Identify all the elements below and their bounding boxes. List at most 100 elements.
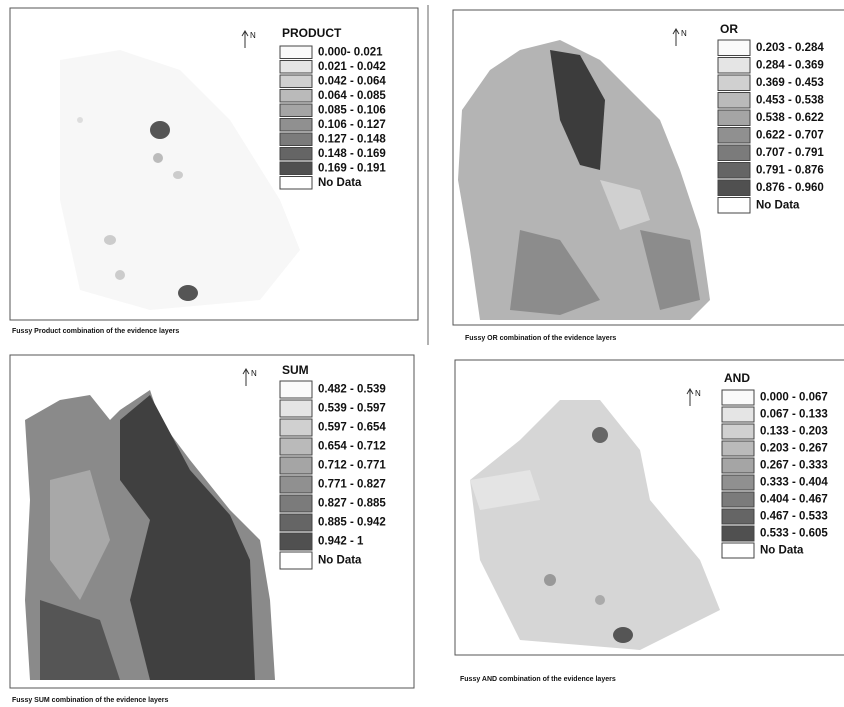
legend-label: 0.482 - 0.539 [318,384,386,396]
legend-label: 0.127 - 0.148 [318,133,386,145]
legend-swatch [279,74,313,88]
legend-swatch [721,440,755,457]
legend-label: 0.712 - 0.771 [318,460,386,472]
legend-label: 0.942 - 1 [318,536,364,548]
map-or [458,40,710,320]
legend-label: 0.467 - 0.533 [760,511,828,523]
legend-label: 0.169 - 0.191 [318,162,386,174]
legend-swatch [721,457,755,474]
legend-label: 0.771 - 0.827 [318,479,386,491]
legend-label: 0.067 - 0.133 [760,409,828,421]
legend-label: 0.876 - 0.960 [756,182,824,194]
north-arrow-head [242,368,250,375]
legend-label: No Data [318,177,362,189]
legend-swatch [717,74,751,91]
legend-swatch [279,494,313,513]
legend-label: 0.064 - 0.085 [318,90,386,102]
legend-swatch [279,456,313,475]
legend-swatch [279,551,313,570]
legend-label: 0.791 - 0.876 [756,164,824,176]
legend-swatch [717,39,751,56]
legend-label: 0.622 - 0.707 [756,129,824,141]
legend-swatch [279,437,313,456]
legend-label: 0.000 - 0.067 [760,392,828,404]
legend-swatch [279,60,313,74]
north-arrow-head [672,28,680,35]
legend-swatch [279,475,313,494]
legend-label: 0.148 - 0.169 [318,148,386,160]
legend-swatch [721,491,755,508]
north-label: N [250,31,256,40]
legend-swatch [717,144,751,161]
legend-label: 0.284 - 0.369 [756,59,824,71]
legend-swatch [279,132,313,146]
legend-swatch [717,92,751,109]
legend-swatch [279,103,313,117]
legend-label: 0.453 - 0.538 [756,94,824,106]
legend-swatch [721,389,755,406]
legend-label: 0.267 - 0.333 [760,460,828,472]
legend-swatch [279,513,313,532]
legend-swatch [279,176,313,190]
legend-swatch [279,118,313,132]
legend-swatch [721,525,755,542]
legend-label: 0.885 - 0.942 [318,517,386,529]
legend-label: 0.333 - 0.404 [760,477,828,489]
panel-frame [9,7,419,321]
panel-frame [454,359,844,656]
north-arrow-head [241,30,249,37]
legend-label: 0.538 - 0.622 [756,112,824,124]
legend-label: 0.133 - 0.203 [760,426,828,438]
north-arrow-head [686,388,694,395]
legend-swatch [721,406,755,423]
legend-swatch [279,147,313,161]
caption: Fussy OR combination of the evidence lay… [465,335,616,342]
legend-swatch [721,423,755,440]
legend-label: 0.707 - 0.791 [756,147,824,159]
legend-label: 0.539 - 0.597 [318,403,386,415]
legend-label: 0.203 - 0.284 [756,42,824,54]
map-product [60,50,300,310]
panel-frame [9,354,415,689]
legend-swatch [721,542,755,559]
legend-label: 0.654 - 0.712 [318,441,386,453]
legend-label: 0.369 - 0.453 [756,77,824,89]
legend-label: 0.203 - 0.267 [760,443,828,455]
legend-label: 0.106 - 0.127 [318,119,386,131]
legend-label: No Data [760,545,804,557]
legend-swatch [279,161,313,175]
legend-swatch [279,418,313,437]
legend-swatch [279,399,313,418]
legend-swatch [721,508,755,525]
legend-label: 0.827 - 0.885 [318,498,386,510]
legend-label: 0.085 - 0.106 [318,104,386,116]
legend-swatch [279,89,313,103]
legend-swatch [279,380,313,399]
legend-label: 0.021 - 0.042 [318,61,386,73]
legend-label: 0.042 - 0.064 [318,75,386,87]
map-sum [25,390,275,680]
legend-swatch [717,57,751,74]
legend-label: No Data [318,555,362,567]
legend-label: 0.597 - 0.654 [318,422,386,434]
legend-swatch [717,162,751,179]
caption: Fussy Product combination of the evidenc… [12,328,179,335]
north-label: N [695,389,701,398]
legend-swatch [279,45,313,59]
legend-swatch [717,127,751,144]
map-and [470,400,720,650]
north-label: N [251,369,257,378]
panel-frame [452,9,844,326]
legend-label: 0.000- 0.021 [318,46,383,58]
legend-swatch [717,179,751,196]
legend-label: 0.533 - 0.605 [760,528,828,540]
legend-swatch [717,197,751,214]
north-label: N [681,29,687,38]
legend-swatch [721,474,755,491]
caption: Fussy SUM combination of the evidence la… [12,697,168,704]
legend-title: AND [724,371,750,385]
legend-title: PRODUCT [282,26,342,40]
legend-label: No Data [756,199,800,211]
